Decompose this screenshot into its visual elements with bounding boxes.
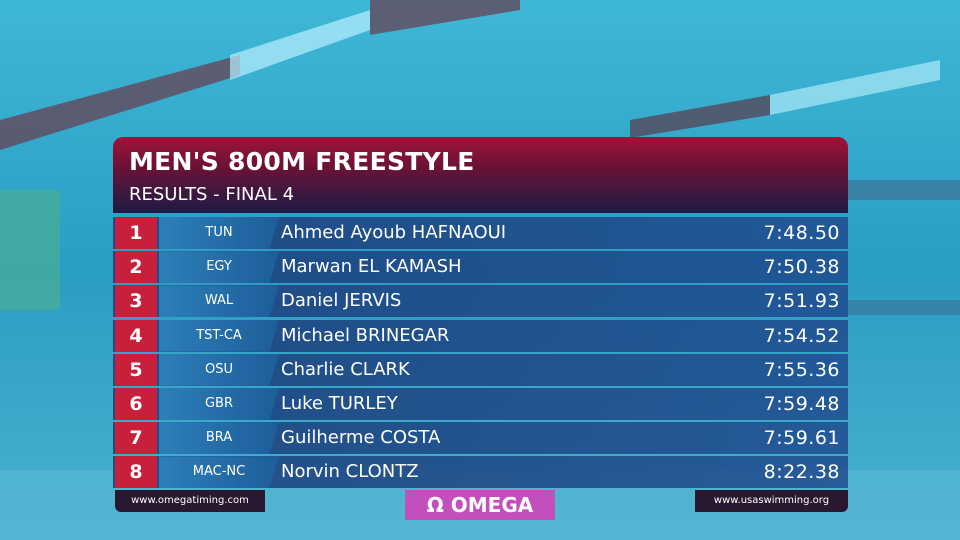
lane-rope [848, 300, 960, 315]
header: MEN'S 800M FREESTYLE RESULTS - FINAL 4 [113, 137, 848, 213]
lane-rope [370, 0, 520, 35]
name: Marwan EL KAMASH [281, 256, 462, 278]
lane-rope [230, 10, 370, 80]
subtitle: RESULTS - FINAL 4 [129, 184, 295, 205]
rank: 1 [115, 217, 157, 249]
name: Ahmed Ayoub HAFNAOUI [281, 222, 507, 243]
country: EGY [159, 251, 279, 284]
rank: 3 [115, 285, 157, 318]
name: Charlie CLARK [281, 358, 410, 380]
lane-rope [630, 95, 770, 138]
time: 7:50.38 [763, 256, 840, 279]
result-row: 8 MAC-NC Norvin CLONTZ 8:22.38 [113, 456, 848, 489]
time: 7:54.52 [763, 324, 840, 347]
name: Michael BRINEGAR [281, 324, 450, 346]
footer-left: www.omegatiming.com [115, 490, 265, 512]
rank: 8 [115, 456, 157, 489]
country: TUN [159, 217, 279, 249]
result-row: 3 WAL Daniel JERVIS 7:51.93 [113, 285, 848, 318]
result-row: 5 OSU Charlie CLARK 7:55.36 [113, 353, 848, 386]
country: OSU [159, 353, 279, 386]
brand-logo: Ω OMEGA [405, 490, 555, 520]
time: 7:48.50 [763, 222, 840, 244]
footer-right: www.usaswimming.org [695, 490, 848, 512]
result-row: 1 TUN Ahmed Ayoub HAFNAOUI 7:48.50 [113, 217, 848, 249]
time: 7:51.93 [763, 290, 840, 313]
lane-rope [848, 180, 960, 200]
name: Norvin CLONTZ [281, 461, 419, 483]
rank: 7 [115, 422, 157, 455]
lane-rope [770, 60, 940, 115]
rank: 4 [115, 319, 157, 352]
result-row: 6 GBR Luke TURLEY 7:59.48 [113, 387, 848, 420]
time: 8:22.38 [763, 461, 840, 484]
wall-panel [0, 190, 60, 310]
country: TST-CA [159, 319, 279, 352]
country: BRA [159, 422, 279, 455]
name: Luke TURLEY [281, 392, 398, 414]
title: MEN'S 800M FREESTYLE [129, 147, 475, 176]
result-row: 4 TST-CA Michael BRINEGAR 7:54.52 [113, 319, 848, 352]
rank: 2 [115, 251, 157, 284]
time: 7:59.61 [763, 427, 840, 450]
time: 7:55.36 [763, 358, 840, 381]
country: GBR [159, 387, 279, 420]
rank: 5 [115, 353, 157, 386]
name: Guilherme COSTA [281, 427, 441, 449]
results-table: 1 TUN Ahmed Ayoub HAFNAOUI 7:48.50 2 EGY Marwa… [113, 217, 848, 491]
time: 7:59.48 [763, 392, 840, 415]
lane-rope [0, 55, 240, 150]
result-row: 7 BRA Guilherme COSTA 7:59.61 [113, 422, 848, 455]
country: WAL [159, 285, 279, 318]
result-row: 2 EGY Marwan EL KAMASH 7:50.38 [113, 251, 848, 284]
rank: 6 [115, 387, 157, 420]
country: MAC-NC [159, 456, 279, 489]
name: Daniel JERVIS [281, 290, 402, 312]
